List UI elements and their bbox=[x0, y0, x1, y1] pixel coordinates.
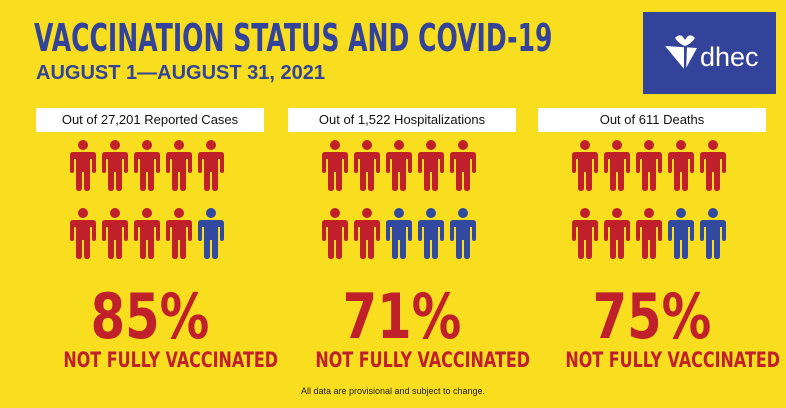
unvaccinated-person-icon bbox=[354, 140, 380, 191]
percent-value: 75% bbox=[592, 280, 712, 353]
unvaccinated-person-icon bbox=[418, 140, 444, 191]
unvaccinated-person-icon bbox=[604, 140, 630, 191]
people-grid bbox=[70, 140, 224, 259]
unvaccinated-person-icon bbox=[102, 208, 128, 259]
logo-text: dhec bbox=[700, 42, 759, 72]
vaccinated-person-icon bbox=[700, 208, 726, 259]
page-title: VACCINATION STATUS AND COVID-19 bbox=[34, 16, 553, 60]
people-grid bbox=[572, 140, 726, 259]
unvaccinated-person-icon bbox=[450, 140, 476, 191]
unvaccinated-person-icon bbox=[354, 208, 380, 259]
unvaccinated-person-icon bbox=[134, 140, 160, 191]
unvaccinated-person-icon bbox=[668, 140, 694, 191]
unvaccinated-person-icon bbox=[166, 140, 192, 191]
sc-dhec-palmetto-icon bbox=[665, 35, 697, 74]
percent-caption: NOT FULLY VACCINATED bbox=[315, 348, 531, 372]
vaccinated-person-icon bbox=[668, 208, 694, 259]
unvaccinated-person-icon bbox=[70, 140, 96, 191]
date-range-subtitle: AUGUST 1—AUGUST 31, 2021 bbox=[36, 62, 325, 84]
people-grid bbox=[322, 140, 476, 259]
unvaccinated-person-icon bbox=[636, 208, 662, 259]
percent-caption: NOT FULLY VACCINATED bbox=[63, 348, 279, 372]
vaccinated-person-icon bbox=[450, 208, 476, 259]
panel-label: Out of 611 Deaths bbox=[538, 108, 766, 132]
percent-caption: NOT FULLY VACCINATED bbox=[565, 348, 781, 372]
unvaccinated-person-icon bbox=[134, 208, 160, 259]
vaccinated-person-icon bbox=[386, 208, 412, 259]
unvaccinated-person-icon bbox=[572, 208, 598, 259]
unvaccinated-person-icon bbox=[322, 208, 348, 259]
unvaccinated-person-icon bbox=[700, 140, 726, 191]
unvaccinated-person-icon bbox=[198, 140, 224, 191]
percent-value: 85% bbox=[90, 280, 210, 353]
unvaccinated-person-icon bbox=[70, 208, 96, 259]
unvaccinated-person-icon bbox=[322, 140, 348, 191]
unvaccinated-person-icon bbox=[166, 208, 192, 259]
unvaccinated-person-icon bbox=[572, 140, 598, 191]
unvaccinated-person-icon bbox=[102, 140, 128, 191]
unvaccinated-person-icon bbox=[636, 140, 662, 191]
percent-value: 71% bbox=[342, 280, 462, 353]
unvaccinated-person-icon bbox=[386, 140, 412, 191]
unvaccinated-person-icon bbox=[604, 208, 630, 259]
vaccinated-person-icon bbox=[418, 208, 444, 259]
vaccinated-person-icon bbox=[198, 208, 224, 259]
dhec-logo: dhec bbox=[643, 12, 776, 94]
panel-label: Out of 1,522 Hospitalizations bbox=[288, 108, 516, 132]
disclaimer-footer: All data are provisional and subject to … bbox=[300, 386, 486, 396]
panel-label: Out of 27,201 Reported Cases bbox=[36, 108, 264, 132]
